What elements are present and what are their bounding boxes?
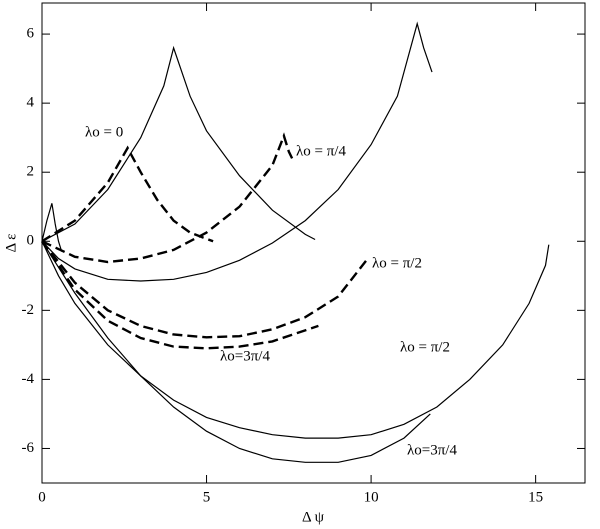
y-tick-label: 6 [27,26,35,42]
curve [41,145,214,243]
curve [41,241,550,439]
annotation: λo = π/2 [400,339,450,355]
annotation: λo=3π/4 [220,348,270,364]
annotation: λo = π/4 [296,143,346,159]
y-tick-label: -2 [22,302,35,318]
annotation: λo=3π/4 [407,442,457,458]
y-tick-label: -4 [22,371,35,387]
annotation: λo = 0 [85,124,123,140]
curve [41,21,433,282]
curve [41,240,319,350]
curve [41,240,431,463]
curve [41,132,294,264]
x-tick-label: 5 [203,489,211,505]
x-tick-label: 0 [38,489,46,505]
plot-frame [41,2,586,484]
y-tick-label: -6 [22,440,35,456]
curve [41,240,369,339]
annotation: λo = π/2 [372,255,422,271]
x-axis-label: Δ ψ [302,509,325,525]
curve [41,45,316,242]
y-tick-label: 2 [27,164,35,180]
x-tick-label: 15 [528,489,543,505]
y-tick-label: 0 [27,233,35,249]
x-tick-label: 10 [364,489,379,505]
y-axis-label: Δ ε [3,234,19,253]
curve [41,203,63,252]
y-tick-label: 4 [27,95,35,111]
